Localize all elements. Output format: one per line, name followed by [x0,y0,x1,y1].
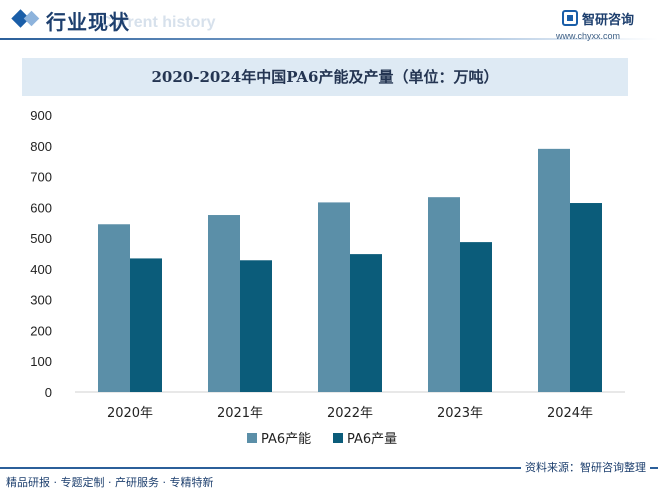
legend-swatch-production [333,433,343,443]
y-tick-label: 0 [45,385,52,400]
y-tick-label: 300 [30,293,52,308]
bar-production [240,260,272,392]
x-tick-label: 2021年 [217,406,263,421]
bar-production [460,242,492,392]
x-tick-label: 2020年 [107,406,153,421]
y-tick-label: 100 [30,354,52,369]
header-subtitle: Current history [100,14,216,31]
legend-label-production: PA6产量 [347,432,397,447]
logo-url: www.chyxx.com [556,31,621,41]
y-tick-label: 700 [30,170,52,185]
y-tick-label: 600 [30,200,52,215]
legend-swatch-capacity [247,433,257,443]
footer-tagline: 精品研报 · 专题定制 · 产研服务 · 专精特新 [6,476,214,489]
bar-production [350,254,382,392]
footer-divider [0,467,658,469]
y-tick-label: 400 [30,262,52,277]
header: Current history 行业现状 智研咨询 www.chyxx.com [0,0,658,50]
chart-title-box: 2020-2024年中国PA6产能及产量（单位：万吨） [22,58,628,96]
header-divider [0,38,658,40]
y-tick-label: 500 [30,231,52,246]
chart-title: 2020-2024年中国PA6产能及产量（单位：万吨） [151,68,499,86]
logo-name: 智研咨询 [582,13,635,28]
legend-label-capacity: PA6产能 [261,432,311,447]
bar-production [570,203,602,392]
y-tick-label: 200 [30,323,52,338]
x-tick-label: 2023年 [437,406,483,421]
data-source: 资料来源：智研咨询整理 [521,459,650,475]
bar-capacity [98,224,130,392]
x-tick-label: 2024年 [547,406,593,421]
bar-capacity [428,197,460,392]
y-tick-label: 800 [30,139,52,154]
page-title: 行业现状 [46,10,130,34]
bar-capacity [318,202,350,392]
logo-icon [562,10,578,26]
x-tick-label: 2022年 [327,406,373,421]
y-tick-label: 900 [30,108,52,123]
bar-capacity [538,148,570,392]
bar-capacity [208,215,240,392]
bar-production [130,258,162,392]
